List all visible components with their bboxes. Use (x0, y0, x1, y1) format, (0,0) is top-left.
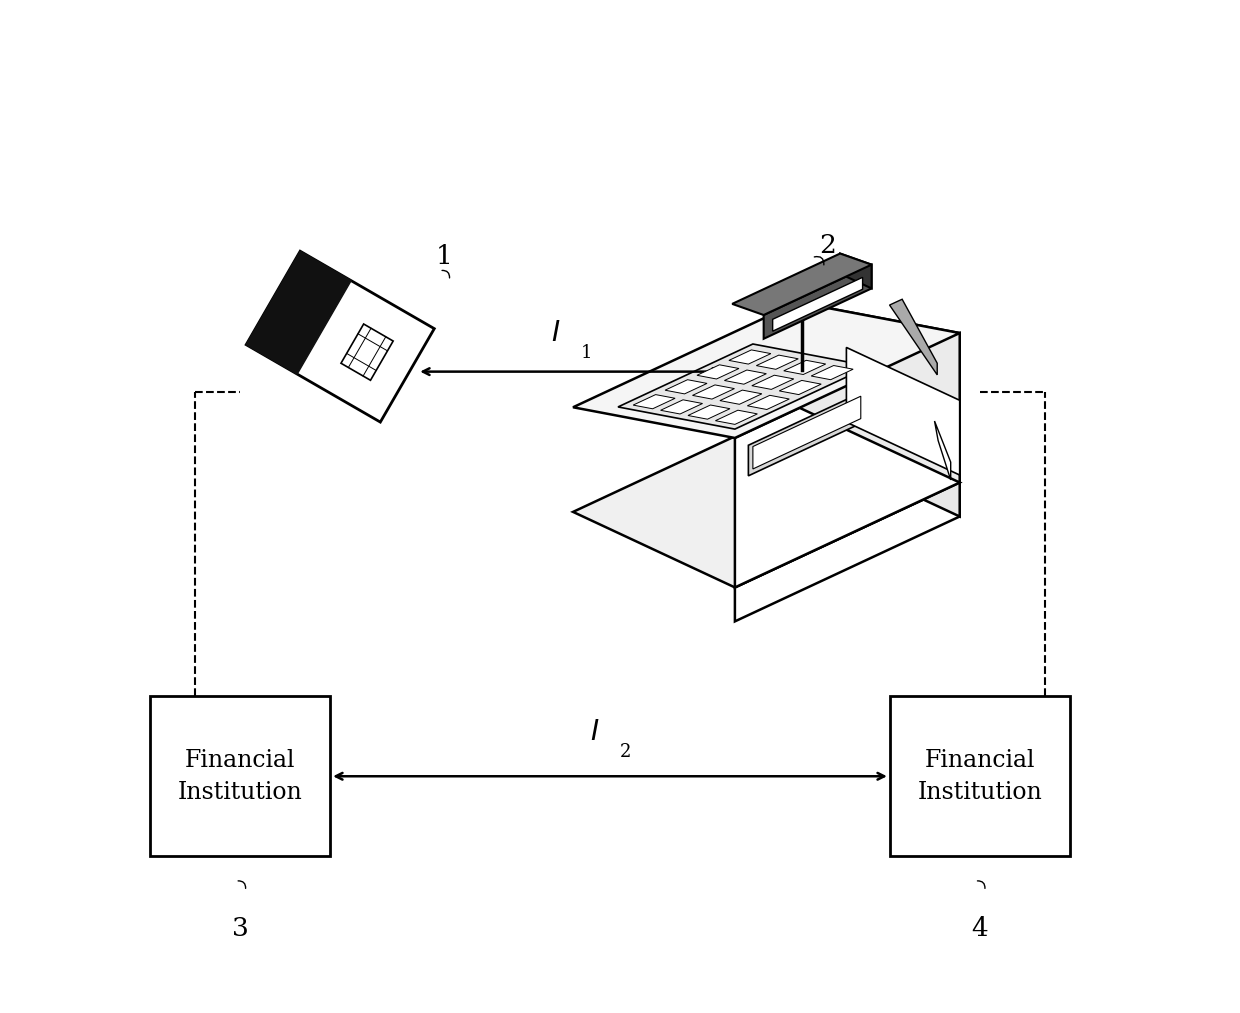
Bar (890, 696, 1070, 856)
Polygon shape (661, 400, 703, 414)
Polygon shape (748, 395, 790, 409)
Polygon shape (779, 381, 821, 395)
Polygon shape (797, 302, 960, 482)
Polygon shape (634, 395, 675, 409)
Polygon shape (697, 365, 739, 379)
Polygon shape (720, 390, 761, 404)
Polygon shape (247, 251, 351, 374)
Text: 4: 4 (971, 916, 988, 941)
Polygon shape (341, 324, 393, 380)
Polygon shape (889, 299, 937, 375)
Polygon shape (715, 410, 758, 424)
Polygon shape (573, 302, 960, 438)
Polygon shape (764, 264, 872, 338)
Polygon shape (753, 396, 861, 469)
Polygon shape (811, 366, 853, 380)
Polygon shape (618, 344, 869, 430)
Polygon shape (773, 278, 863, 331)
Text: Financial
Institution: Financial Institution (179, 749, 303, 803)
Polygon shape (797, 407, 960, 517)
Polygon shape (724, 370, 766, 384)
Polygon shape (688, 405, 730, 419)
Text: $\mathit{I}$: $\mathit{I}$ (590, 719, 600, 747)
Polygon shape (749, 391, 866, 476)
Polygon shape (756, 356, 799, 370)
Polygon shape (751, 375, 794, 389)
Text: 2: 2 (620, 744, 631, 762)
Text: Financial
Institution: Financial Institution (918, 749, 1042, 803)
Text: $\mathit{I}$: $\mathit{I}$ (552, 320, 560, 346)
Text: 1: 1 (436, 244, 453, 268)
Polygon shape (732, 253, 872, 315)
Polygon shape (729, 349, 771, 364)
Polygon shape (735, 333, 960, 588)
Polygon shape (841, 253, 872, 289)
Bar (150, 696, 330, 856)
Polygon shape (247, 251, 434, 422)
Polygon shape (665, 380, 707, 394)
Polygon shape (847, 347, 960, 475)
Polygon shape (935, 421, 951, 480)
Polygon shape (735, 482, 960, 621)
Polygon shape (573, 407, 960, 588)
Polygon shape (692, 385, 734, 399)
Polygon shape (784, 361, 826, 375)
Text: 2: 2 (820, 233, 836, 257)
Text: 1: 1 (582, 343, 593, 362)
Text: 3: 3 (232, 916, 249, 941)
